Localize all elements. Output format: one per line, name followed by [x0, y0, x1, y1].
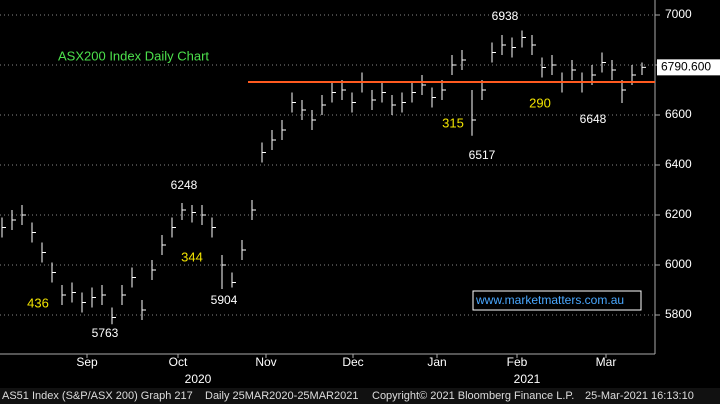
y-tick-label: 6400: [665, 157, 692, 171]
y-tick-label: 7000: [665, 7, 692, 21]
last-price-box: [657, 59, 720, 76]
x-tick-label: Nov: [255, 355, 276, 369]
annotation: 6248: [171, 178, 198, 192]
url: www.marketmatters.com.au: [475, 293, 624, 307]
footer-text: AS51 Index (S&P/ASX 200) Graph 217: [2, 390, 193, 402]
x-tick-label: Feb: [507, 355, 528, 369]
y-tick-label: 6000: [665, 257, 692, 271]
annotation: 344: [181, 249, 203, 264]
annotation: 436: [27, 295, 49, 310]
annotation: 290: [529, 95, 551, 110]
footer-text: 25-Mar-2021 16:13:10: [585, 390, 694, 402]
year-label: 2021: [514, 372, 541, 386]
last-price-label: 6790.600: [661, 60, 711, 74]
annotation: 6517: [469, 148, 496, 162]
year-label: 2020: [185, 372, 212, 386]
annotation: 5904: [211, 293, 238, 307]
x-tick-label: Dec: [342, 355, 363, 369]
annotation: 6648: [580, 112, 607, 126]
y-tick-label: 5800: [665, 307, 692, 321]
x-tick-label: Mar: [596, 355, 617, 369]
x-tick-label: Jan: [427, 355, 446, 369]
y-tick-label: 6600: [665, 107, 692, 121]
annotation: 315: [442, 115, 464, 130]
url-box: [472, 290, 642, 311]
x-tick-label: Sep: [76, 355, 98, 369]
chart-title: ASX200 Index Daily Chart: [58, 48, 209, 63]
footer-bar: [0, 388, 720, 404]
x-tick-label: Oct: [169, 355, 188, 369]
footer-text: Copyright© 2021 Bloomberg Finance L.P.: [372, 390, 574, 402]
footer-text: Daily 25MAR2020-25MAR2021: [205, 390, 358, 402]
annotation: 5763: [92, 326, 119, 340]
annotation: 6938: [492, 9, 519, 23]
y-tick-label: 6200: [665, 207, 692, 221]
